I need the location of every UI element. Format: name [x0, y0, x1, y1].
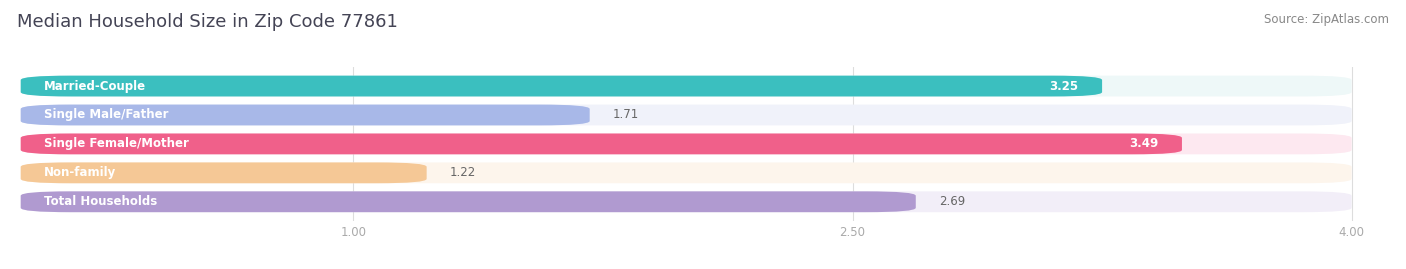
- Text: 3.25: 3.25: [1050, 80, 1078, 93]
- Text: Median Household Size in Zip Code 77861: Median Household Size in Zip Code 77861: [17, 13, 398, 31]
- Text: Total Households: Total Households: [44, 195, 157, 208]
- FancyBboxPatch shape: [21, 191, 1351, 212]
- Text: 1.22: 1.22: [450, 166, 477, 179]
- FancyBboxPatch shape: [21, 133, 1351, 154]
- Text: Source: ZipAtlas.com: Source: ZipAtlas.com: [1264, 13, 1389, 26]
- FancyBboxPatch shape: [21, 162, 1351, 183]
- Text: Married-Couple: Married-Couple: [44, 80, 146, 93]
- FancyBboxPatch shape: [21, 105, 589, 125]
- FancyBboxPatch shape: [21, 105, 1351, 125]
- FancyBboxPatch shape: [21, 162, 426, 183]
- FancyBboxPatch shape: [21, 191, 915, 212]
- Text: 2.69: 2.69: [939, 195, 966, 208]
- Text: 3.49: 3.49: [1129, 137, 1159, 150]
- FancyBboxPatch shape: [21, 133, 1182, 154]
- FancyBboxPatch shape: [21, 76, 1351, 97]
- Text: 1.71: 1.71: [613, 108, 640, 122]
- FancyBboxPatch shape: [21, 76, 1102, 97]
- Text: Single Female/Mother: Single Female/Mother: [44, 137, 188, 150]
- Text: Single Male/Father: Single Male/Father: [44, 108, 169, 122]
- Text: Non-family: Non-family: [44, 166, 117, 179]
